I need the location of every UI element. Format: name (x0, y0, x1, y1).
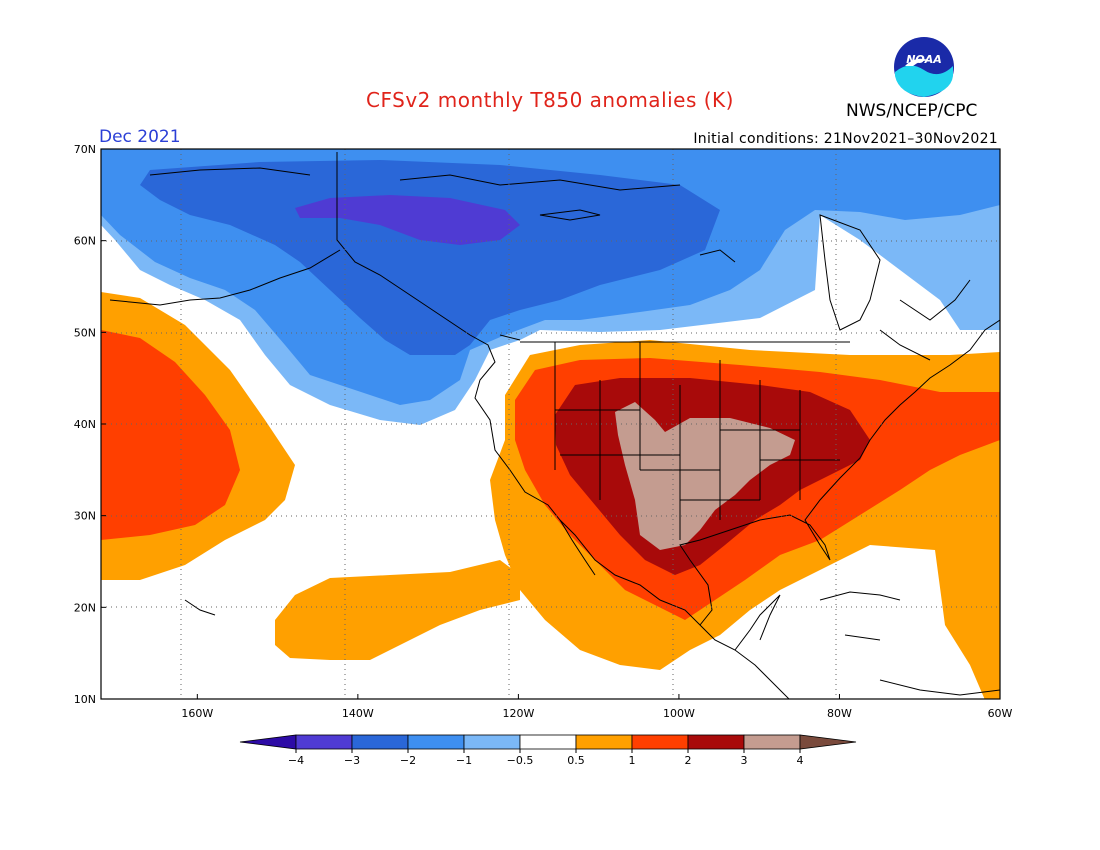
colorbar-label: 1 (629, 754, 636, 767)
coastlines (109, 152, 1000, 699)
anomaly-region-minus-3 (295, 195, 520, 245)
anomaly-region-minus-2 (140, 160, 720, 355)
colorbar-end-low (239, 734, 297, 750)
latitude-label: 60N (74, 235, 96, 248)
initial-conditions: Initial conditions: 21Nov2021–30Nov2021 (693, 131, 998, 147)
colorbar-label: 0.5 (567, 754, 585, 767)
colorbar-label: −1 (456, 754, 472, 767)
colorbar-swatch (687, 734, 745, 750)
colorbar-label: −3 (344, 754, 360, 767)
latitude-label: 40N (74, 418, 96, 431)
anomaly-region-plus-1-pacific (101, 330, 240, 540)
latitude-labels: 10N 20N 30N 40N 50N 60N 70N (74, 143, 96, 706)
colorbar-swatch (407, 734, 465, 750)
colorbar-swatch (575, 734, 633, 750)
longitude-label: 100W (663, 707, 695, 720)
latitude-label: 30N (74, 510, 96, 523)
colorbar-swatch (743, 734, 801, 750)
latitude-label: 10N (74, 693, 96, 706)
colorbar-label: −0.5 (507, 754, 534, 767)
latitude-label: 50N (74, 326, 96, 339)
longitude-ticks (196, 694, 1001, 699)
organization-label: NWS/NCEP/CPC (846, 101, 978, 121)
colorbar-swatch (295, 734, 353, 750)
colorbar-swatch (519, 734, 577, 750)
colorbar-swatch (631, 734, 689, 750)
longitude-label: 80W (827, 707, 852, 720)
longitude-label: 160W (181, 707, 213, 720)
longitude-labels: 160W 140W 120W 100W 80W 60W (181, 707, 1012, 720)
longitude-label: 60W (988, 707, 1013, 720)
colorbar-label: 3 (741, 754, 748, 767)
longitude-label: 120W (502, 707, 534, 720)
chart-title: CFSv2 monthly T850 anomalies (K) (366, 88, 734, 112)
colorbar-label: 4 (797, 754, 804, 767)
lat-lon-grid (101, 149, 1000, 699)
longitude-label: 140W (342, 707, 374, 720)
colorbar-label: −2 (400, 754, 416, 767)
latitude-label: 20N (74, 601, 96, 614)
anomaly-fields (101, 149, 1000, 699)
colorbar-label: −4 (288, 754, 304, 767)
colorbar-end-high (799, 734, 857, 750)
noaa-logo-text: NOAA (906, 53, 942, 66)
colorbar-label: 2 (685, 754, 692, 767)
latitude-label: 70N (74, 143, 96, 156)
latitude-ticks (101, 148, 106, 700)
anomaly-region-plus-0-5-subtropics (275, 560, 520, 660)
anomaly-region-plus-3 (615, 402, 795, 550)
colorbar-swatch (463, 734, 521, 750)
forecast-month: Dec 2021 (99, 127, 181, 147)
noaa-logo: NOAA (893, 36, 955, 98)
colorbar-swatch (351, 734, 409, 750)
colorbar: −4 −3 −2 −1 −0.5 0.5 1 2 3 4 (239, 734, 857, 767)
